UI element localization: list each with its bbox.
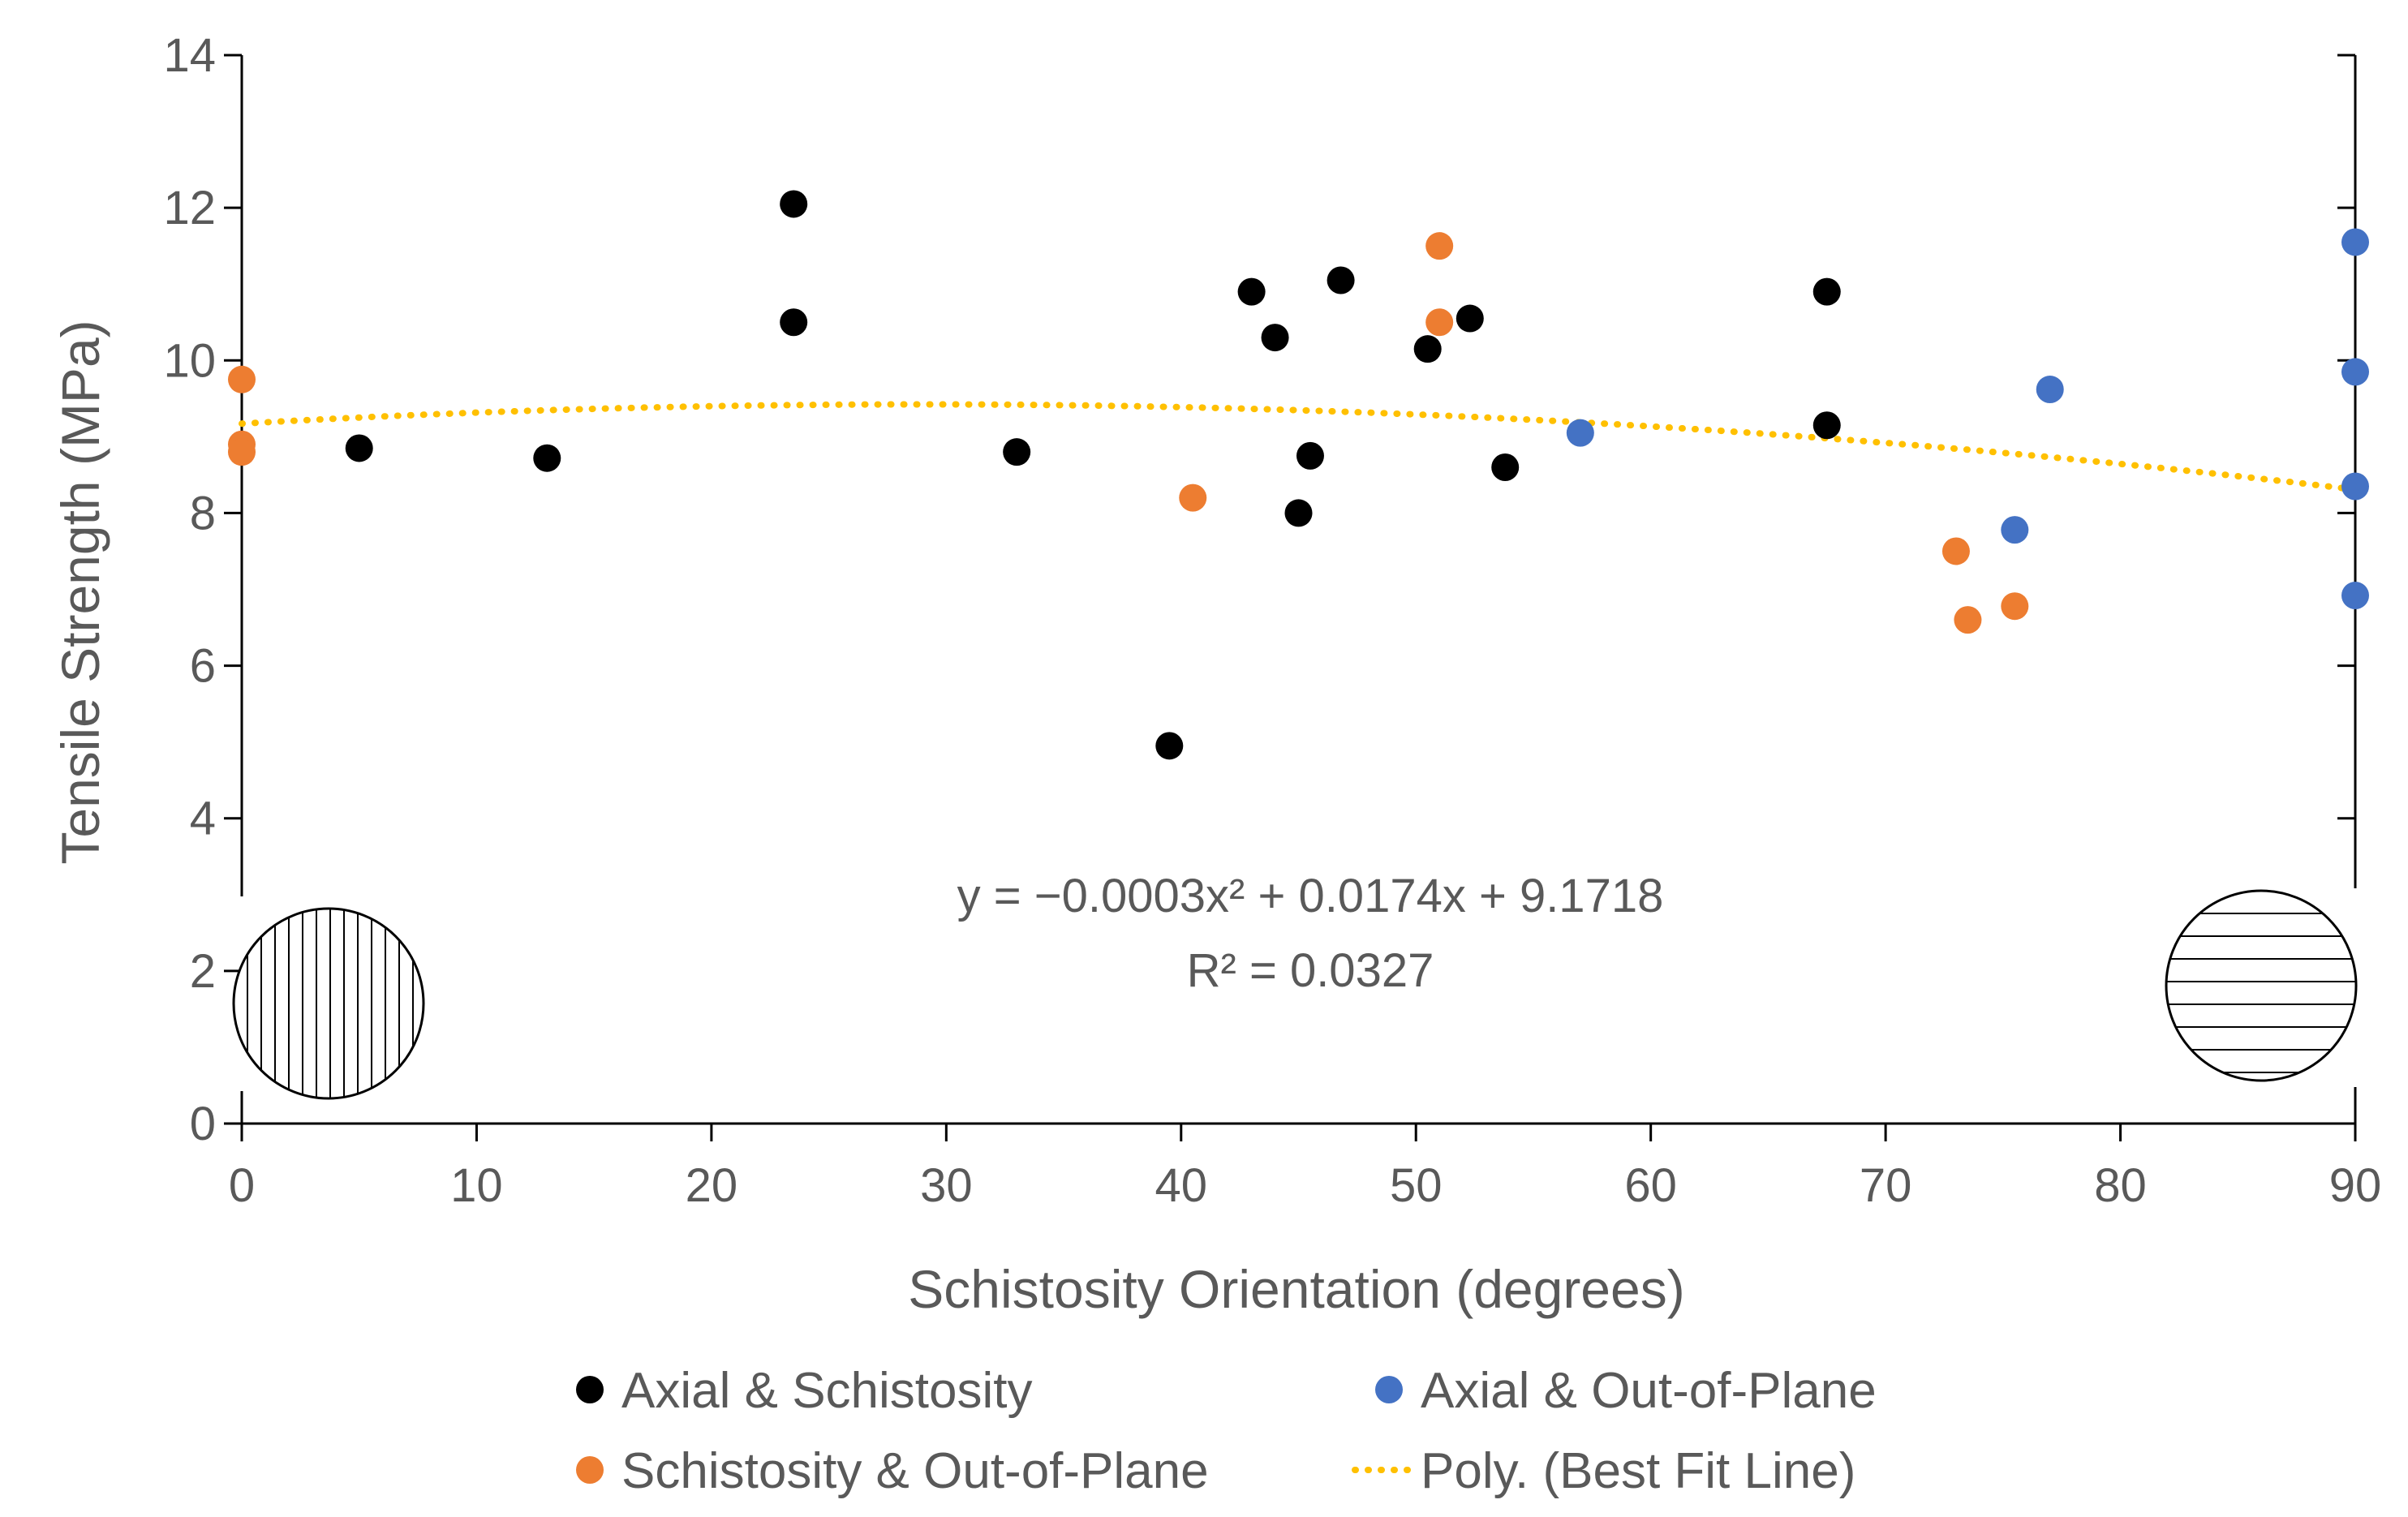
- point-axial-out-of-plane: [2341, 582, 2369, 610]
- vertical-schistosity-icon: [232, 907, 425, 1100]
- point-axial-schistosity: [1296, 441, 1324, 470]
- point-axial-out-of-plane: [2341, 228, 2369, 256]
- point-axial-schistosity: [1284, 499, 1313, 527]
- point-schistosity-out-of-plane: [228, 438, 256, 466]
- point-axial-schistosity: [1413, 335, 1442, 363]
- point-schistosity-out-of-plane: [228, 365, 256, 393]
- point-axial-schistosity: [1491, 453, 1520, 481]
- y-tick-label: 12: [163, 182, 216, 234]
- point-schistosity-out-of-plane: [1941, 537, 1970, 565]
- insets: [232, 889, 2358, 1100]
- x-tick-label: 40: [1155, 1159, 1208, 1212]
- legend-marker-axial-schistosity: [576, 1376, 604, 1403]
- equation-text: y = −0.0003x² + 0.0174x + 9.1718: [957, 870, 1664, 922]
- point-axial-schistosity: [345, 434, 373, 462]
- y-tick-label: 0: [190, 1098, 216, 1150]
- icon-stripes: [247, 909, 414, 1098]
- icon-background: [234, 909, 424, 1098]
- y-axis-title: Tensile Strength (MPa): [50, 320, 110, 864]
- icon-outline: [232, 907, 425, 1100]
- point-axial-schistosity: [1261, 324, 1289, 352]
- y-tick-label: 2: [190, 945, 216, 998]
- x-tick-label: 30: [920, 1159, 973, 1212]
- legend-label-axial-out-of-plane: Axial & Out-of-Plane: [1421, 1363, 1877, 1419]
- x-tick-label: 90: [2329, 1159, 2382, 1212]
- point-schistosity-out-of-plane: [1179, 483, 1207, 512]
- icon-outline: [2165, 889, 2358, 1082]
- legend-label-schistosity-out-of-plane: Schistosity & Out-of-Plane: [621, 1443, 1209, 1499]
- legend-marker-axial-out-of-plane: [1375, 1376, 1403, 1403]
- point-schistosity-out-of-plane: [1954, 606, 1982, 634]
- point-axial-out-of-plane: [2001, 516, 2029, 544]
- icon-background: [2166, 891, 2356, 1081]
- y-tick-label: 8: [190, 487, 216, 539]
- point-axial-schistosity: [780, 308, 808, 337]
- x-tick-label: 80: [2094, 1159, 2147, 1212]
- legend-label-poly-best-fit-line-: Poly. (Best Fit Line): [1421, 1443, 1855, 1499]
- point-axial-out-of-plane: [2036, 376, 2064, 404]
- x-tick-label: 50: [1390, 1159, 1443, 1212]
- point-schistosity-out-of-plane: [2001, 592, 2029, 621]
- point-axial-out-of-plane: [2341, 358, 2369, 386]
- y-tick-label: 14: [163, 29, 216, 82]
- x-tick-label: 60: [1624, 1159, 1677, 1212]
- data-points: [228, 190, 2369, 760]
- x-tick-label: 0: [229, 1159, 255, 1212]
- x-tick-label: 10: [450, 1159, 503, 1212]
- point-axial-out-of-plane: [2341, 472, 2369, 501]
- point-schistosity-out-of-plane: [1425, 232, 1454, 260]
- x-axis-title: Schistosity Orientation (degrees): [908, 1259, 1684, 1319]
- x-tick-label: 20: [686, 1159, 738, 1212]
- point-axial-schistosity: [533, 444, 561, 472]
- point-axial-schistosity: [1237, 277, 1266, 306]
- r-squared-text: R² = 0.0327: [1187, 944, 1434, 997]
- x-tick-label: 70: [1860, 1159, 1912, 1212]
- legend-marker-schistosity-out-of-plane: [576, 1456, 604, 1484]
- y-tick-label: 6: [190, 640, 216, 693]
- point-axial-schistosity: [1456, 304, 1484, 333]
- legend-label-axial-schistosity: Axial & Schistosity: [621, 1363, 1033, 1419]
- point-axial-schistosity: [1003, 438, 1031, 466]
- trendline: [239, 401, 2359, 493]
- point-axial-schistosity: [780, 190, 808, 218]
- y-tick-label: 4: [190, 793, 216, 845]
- y-tick-label: 10: [163, 334, 216, 387]
- axes: 0 2 4 6 8 10 12 14 0 10 20 30 40 50 60 70 80 90: [163, 29, 2381, 1212]
- trendline-group: [239, 401, 2359, 493]
- point-axial-schistosity: [1812, 411, 1841, 440]
- point-axial-schistosity: [1155, 732, 1184, 760]
- horizontal-schistosity-icon: [2165, 889, 2358, 1082]
- point-axial-schistosity: [1812, 277, 1841, 306]
- point-schistosity-out-of-plane: [1425, 308, 1454, 337]
- point-axial-out-of-plane: [1566, 419, 1594, 447]
- legend: Axial & Schistosity Axial & Out-of-Plane S…: [576, 1363, 1877, 1499]
- point-axial-schistosity: [1327, 266, 1355, 294]
